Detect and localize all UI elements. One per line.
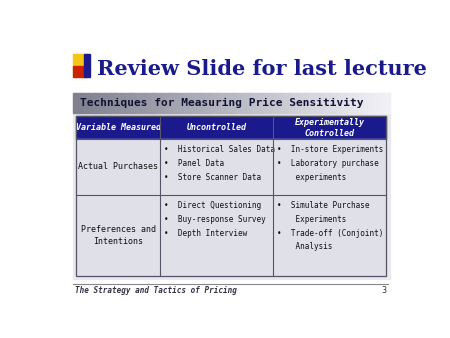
Bar xyxy=(252,93,258,113)
Bar xyxy=(247,93,253,113)
Bar xyxy=(116,93,121,113)
Bar xyxy=(258,93,263,113)
Bar xyxy=(89,93,95,113)
Bar xyxy=(73,66,86,77)
Bar xyxy=(231,93,237,113)
Bar xyxy=(379,93,385,113)
Text: Review Slide for last lecture: Review Slide for last lecture xyxy=(97,59,427,79)
Bar xyxy=(237,93,243,113)
Bar xyxy=(110,93,116,113)
Bar xyxy=(153,93,158,113)
Bar xyxy=(84,93,90,113)
Bar xyxy=(289,93,295,113)
Text: Variable Measured: Variable Measured xyxy=(76,123,161,132)
Bar xyxy=(73,93,79,113)
Bar xyxy=(274,93,279,113)
Bar xyxy=(121,93,126,113)
Bar xyxy=(337,93,342,113)
Bar xyxy=(353,93,358,113)
Bar xyxy=(342,93,348,113)
Text: 3: 3 xyxy=(382,286,387,295)
Bar xyxy=(126,93,132,113)
Bar xyxy=(94,93,100,113)
Bar xyxy=(76,139,387,195)
Text: •  Historical Sales Data
•  Panel Data
•  Store Scanner Data: • Historical Sales Data • Panel Data • S… xyxy=(164,145,275,182)
Bar xyxy=(105,93,111,113)
Bar xyxy=(242,93,248,113)
Bar xyxy=(79,93,84,113)
Bar xyxy=(179,93,184,113)
Bar xyxy=(158,93,163,113)
Bar xyxy=(316,93,321,113)
Bar xyxy=(210,93,216,113)
Bar xyxy=(189,93,195,113)
Bar xyxy=(163,93,169,113)
Bar xyxy=(300,93,306,113)
Text: Uncontrolled: Uncontrolled xyxy=(187,123,247,132)
Bar xyxy=(226,93,232,113)
Bar xyxy=(76,116,387,139)
Bar xyxy=(384,93,390,113)
Bar xyxy=(279,93,284,113)
Bar xyxy=(73,93,390,279)
Bar xyxy=(99,93,105,113)
Text: Preferences and
Intentions: Preferences and Intentions xyxy=(81,225,156,246)
Text: Techniques for Measuring Price Sensitivity: Techniques for Measuring Price Sensitivi… xyxy=(80,98,363,108)
Bar xyxy=(310,93,316,113)
Text: •  In-store Experiments
•  Laboratory purchase
    experiments: • In-store Experiments • Laboratory purc… xyxy=(277,145,383,182)
Text: Experimentally
Controlled: Experimentally Controlled xyxy=(295,118,365,138)
Bar xyxy=(168,93,174,113)
Bar xyxy=(205,93,211,113)
Bar xyxy=(216,93,221,113)
Text: Actual Purchases: Actual Purchases xyxy=(78,162,158,171)
Bar xyxy=(358,93,364,113)
Bar xyxy=(173,93,179,113)
Bar xyxy=(131,93,137,113)
Bar xyxy=(147,93,153,113)
Bar xyxy=(363,93,369,113)
Bar xyxy=(76,195,387,276)
Bar xyxy=(263,93,269,113)
Bar xyxy=(84,54,90,77)
Bar xyxy=(194,93,200,113)
Bar xyxy=(268,93,274,113)
Bar xyxy=(76,116,387,276)
Bar xyxy=(136,93,142,113)
Bar xyxy=(142,93,148,113)
Bar xyxy=(326,93,332,113)
Bar xyxy=(332,93,337,113)
Text: The Strategy and Tactics of Pricing: The Strategy and Tactics of Pricing xyxy=(75,286,237,295)
Bar xyxy=(305,93,311,113)
Bar xyxy=(347,93,353,113)
Bar xyxy=(221,93,226,113)
Text: •  Simulate Purchase
    Experiments
•  Trade-off (Conjoint)
    Analysis: • Simulate Purchase Experiments • Trade-… xyxy=(277,201,383,251)
Bar xyxy=(200,93,206,113)
Bar xyxy=(321,93,327,113)
Bar xyxy=(73,54,89,70)
Bar xyxy=(184,93,189,113)
Bar xyxy=(369,93,374,113)
Bar xyxy=(374,93,379,113)
Text: •  Direct Questioning
•  Buy-response Survey
•  Depth Interview: • Direct Questioning • Buy-response Surv… xyxy=(164,201,266,238)
Bar xyxy=(284,93,290,113)
Bar xyxy=(295,93,300,113)
